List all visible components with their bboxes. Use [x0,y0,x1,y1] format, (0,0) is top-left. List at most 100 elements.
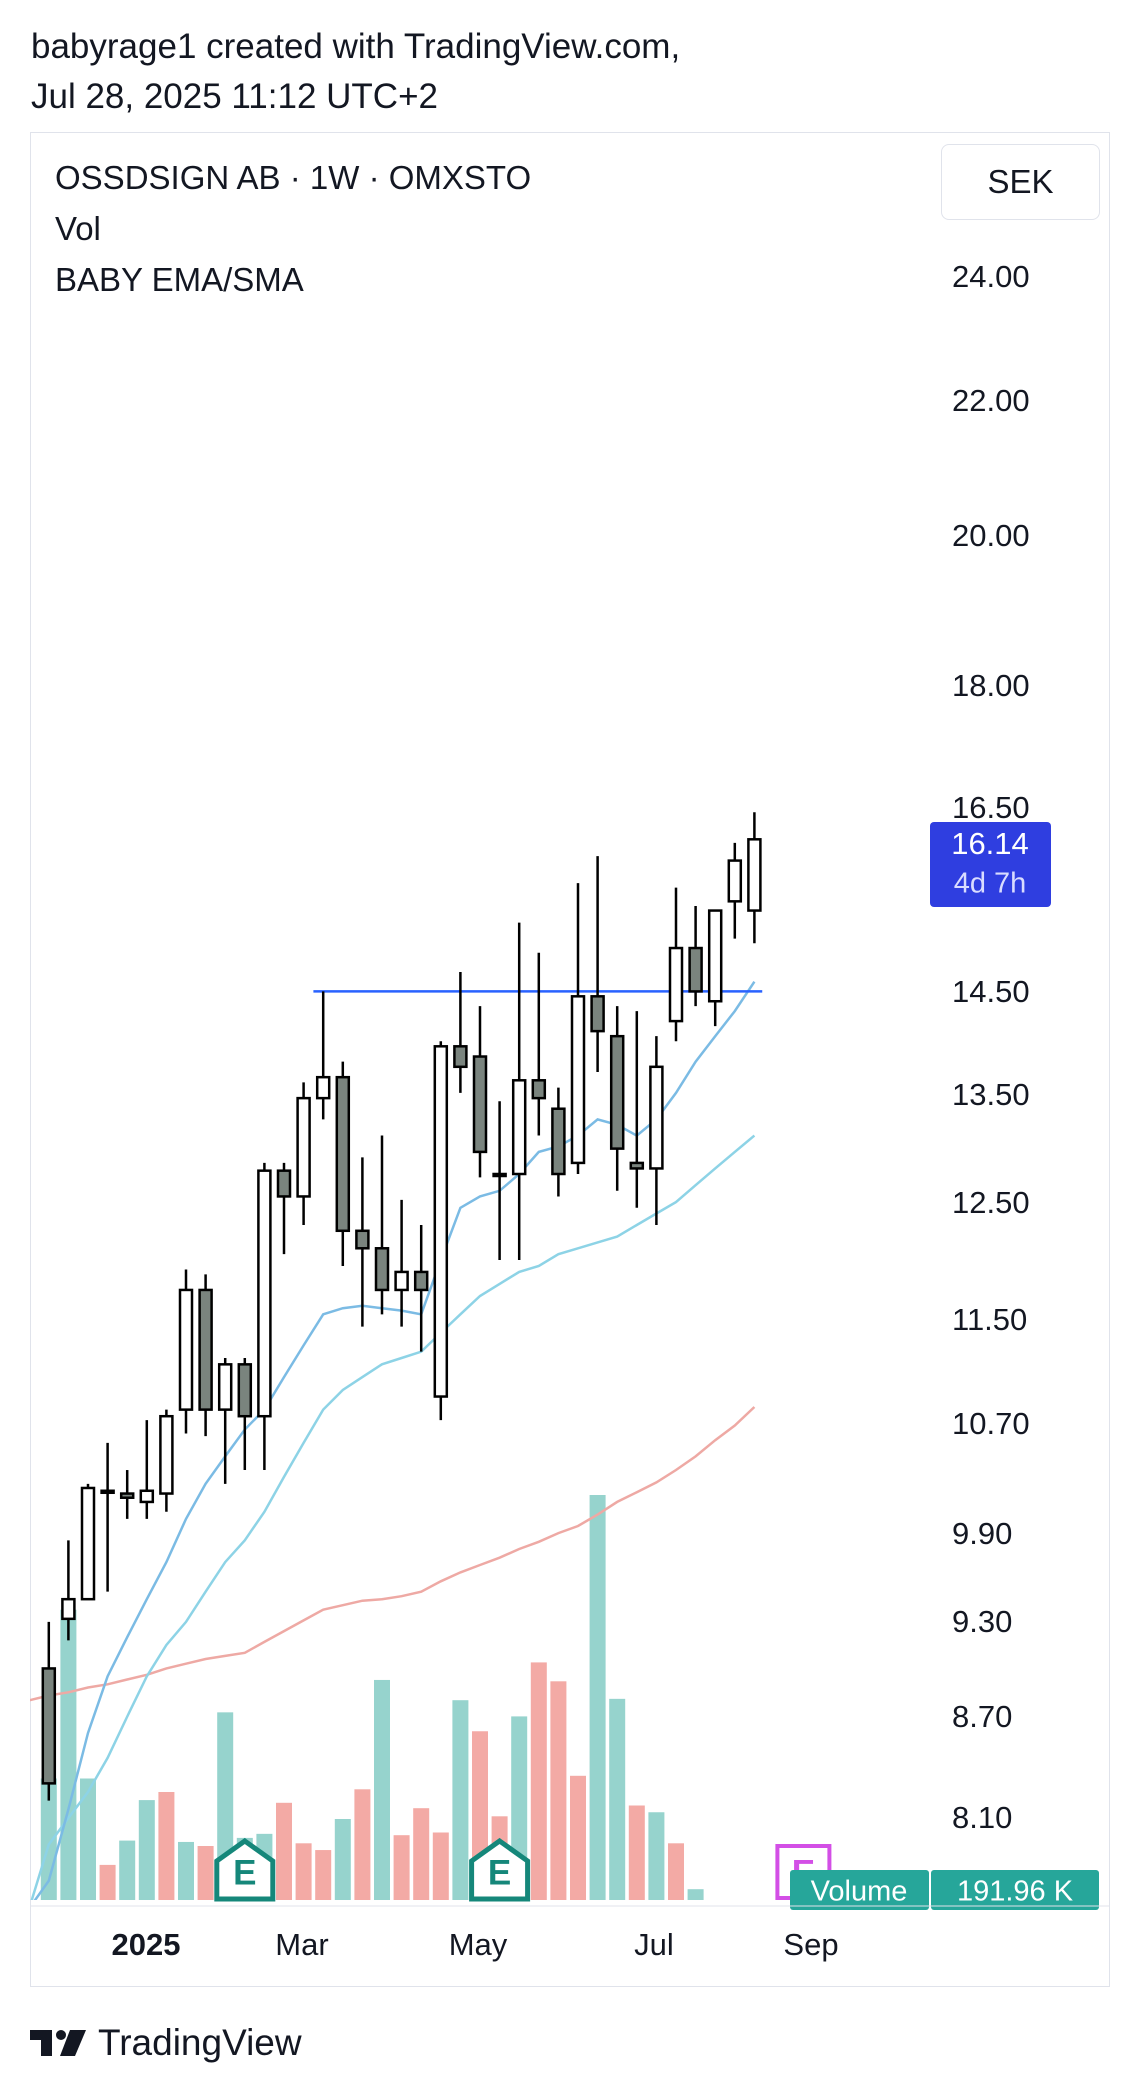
candle [355,1157,370,1327]
candle-body [590,995,605,1033]
volume-bar [315,1850,332,1900]
volume-bar [178,1841,194,1900]
candle [198,1274,213,1437]
candle [315,991,331,1120]
volume-bar [530,1662,547,1900]
ema-fast-line [33,981,756,1900]
candle [257,1162,272,1471]
candle [119,1470,135,1519]
earnings-marker-shape [214,1837,276,1902]
candle [472,1006,488,1178]
price-tick-label: 18.00 [952,668,1030,703]
candle-body [394,1270,409,1292]
volume-bar [393,1835,410,1900]
candle-body [41,1667,57,1785]
volume-bar [628,1805,645,1900]
candle [433,1041,449,1421]
candle [492,1101,507,1261]
volume-bar [80,1778,96,1900]
candle-body [237,1363,253,1418]
candle [80,1483,96,1601]
candle-body [80,1486,96,1601]
candle-body [649,1065,664,1170]
moving-averages [30,981,756,1900]
volume-name: Volume [811,1876,908,1908]
price-tick-label: 14.50 [952,974,1030,1009]
volume-bar [276,1802,292,1900]
earnings-marker-shape [469,1837,531,1902]
candle [747,812,762,944]
candle-body [100,1489,115,1495]
timestamp-line: Jul 28, 2025 11:12 UTC+2 [31,77,438,116]
candle [296,1082,311,1226]
candle [217,1357,233,1484]
candle-body [531,1079,547,1100]
candle [649,1036,664,1226]
candle [237,1357,253,1471]
candle-body [629,1161,645,1170]
candle [335,1061,351,1266]
price-tick-label: 8.70 [952,1699,1012,1734]
candle-body [511,1079,527,1176]
ema-mid-line [30,1134,756,1900]
footer: TradingView [30,2020,302,2065]
price-tick-label: 8.10 [952,1800,1012,1835]
candle-body [413,1270,429,1292]
time-tick-label: Jul [634,1927,674,1962]
last-price-value: 16.14 [951,826,1029,861]
ema-sma-indicator-label[interactable]: BABY EMA/SMA [55,261,304,298]
candle-body [668,946,684,1023]
price-axis[interactable]: 24.00 22.00 20.00 18.00 16.50 14.50 13.50 12.50… [952,259,1030,1835]
time-axis[interactable]: 2025 Mar May Jul Sep [30,1905,1110,1962]
candle [707,909,723,1027]
candle [453,971,468,1093]
volume-indicator-label[interactable]: Vol [55,210,101,247]
axis-badges: 16.14 4d 7h Volume 191.96 K [790,822,1099,1910]
volume-bar [570,1775,586,1900]
price-tick-label: 13.50 [952,1077,1030,1112]
candle [394,1199,409,1327]
candle-body [198,1288,213,1411]
price-tick-label: 16.50 [952,790,1030,825]
candle-body [727,859,743,903]
volume-value: 191.96 K [957,1876,1074,1908]
candle-body [688,946,703,993]
chart-frame[interactable] [30,132,1110,1987]
candle [629,1011,645,1208]
candle-body [492,1172,507,1178]
candle-body [609,1034,625,1150]
tradingview-brand[interactable]: TradingView [98,2021,302,2063]
candle-body [433,1045,449,1398]
price-tick-label: 11.50 [952,1302,1027,1337]
volume-bar [119,1840,136,1900]
candle [511,922,527,1261]
candle [178,1269,194,1434]
volume-bar [452,1700,469,1900]
candle-body [472,1055,488,1154]
price-tick-label: 20.00 [952,518,1030,553]
candle-body [159,1414,174,1495]
volume-bar [138,1800,155,1900]
author-line: babyrage1 created with TradingView.com, [31,27,681,66]
bar-countdown: 4d 7h [954,868,1027,900]
volume-bar [550,1681,567,1900]
earnings-marker: E [214,1837,276,1902]
candle [276,1162,292,1255]
time-tick-label: May [449,1927,508,1962]
tradingview-logo-icon [30,2029,86,2056]
candle-body [551,1107,566,1176]
volume-bar [158,1792,175,1900]
price-tick-label: 24.00 [952,259,1030,294]
currency-button[interactable]: SEK [941,144,1100,220]
candle-body [570,995,586,1165]
candle-body [355,1229,370,1250]
volume-bar [668,1843,684,1900]
candle-body [315,1075,331,1100]
candle-body [453,1045,468,1069]
volume-value-badge [931,1870,1099,1910]
symbol-title[interactable]: OSSDSIGN AB · 1W · OMXSTO [55,159,532,196]
earnings-marker: E [469,1837,531,1902]
volume-bar [60,1609,77,1900]
candle [531,952,547,1136]
